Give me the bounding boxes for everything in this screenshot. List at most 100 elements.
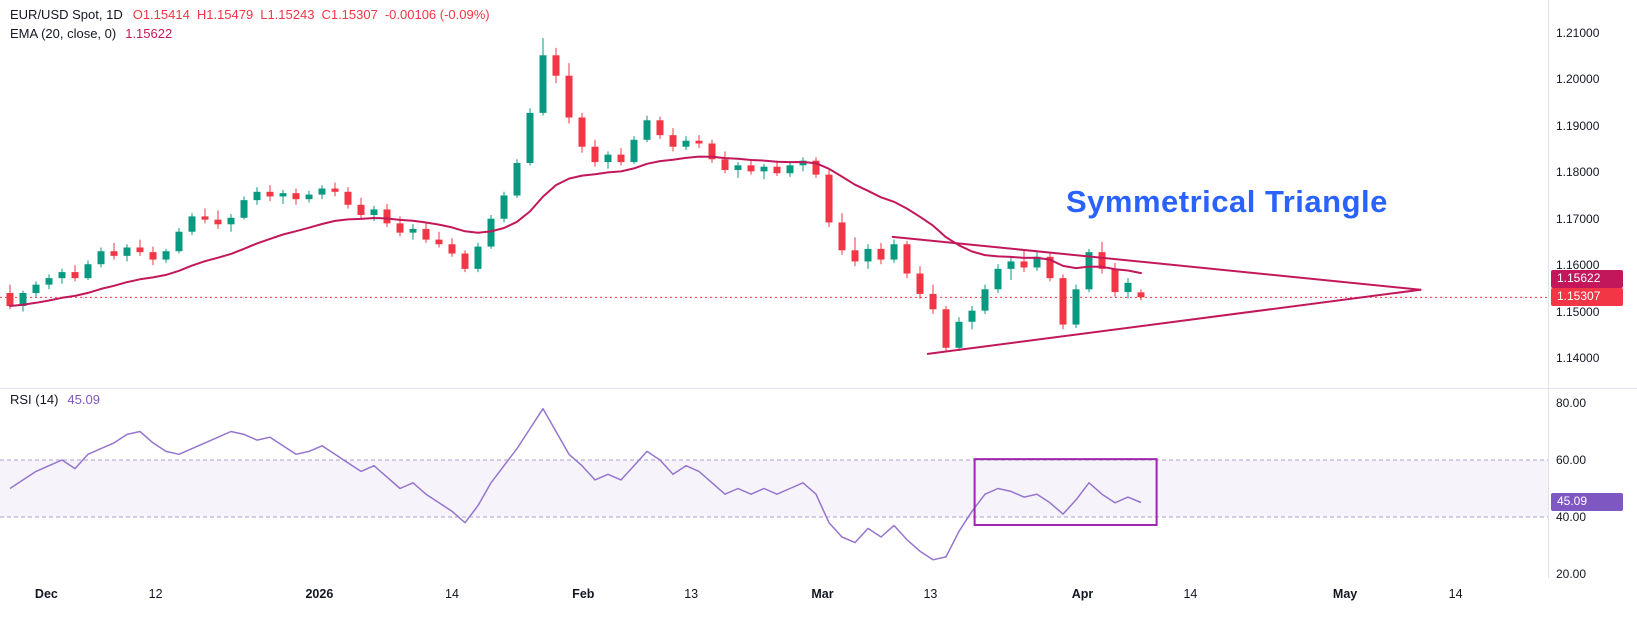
candlestick-series[interactable] xyxy=(6,38,1145,353)
candle-body xyxy=(1046,256,1054,279)
candle-body xyxy=(591,146,599,163)
candle-body xyxy=(396,223,404,233)
candle-body xyxy=(994,268,1002,290)
candle-body xyxy=(305,194,313,200)
rsi-highlight-box[interactable] xyxy=(973,458,1158,526)
candle-body xyxy=(1137,292,1145,298)
symbol-title: EUR/USD Spot, 1D xyxy=(10,7,123,22)
candle-body xyxy=(383,209,391,224)
triangle-upper-line[interactable] xyxy=(891,235,1422,291)
time-tick-label: 13 xyxy=(923,587,938,601)
rsi-value-badge: 45.09 xyxy=(1551,493,1623,512)
time-tick-label: 12 xyxy=(148,587,163,601)
candle-body xyxy=(149,252,157,260)
axis-tick-label: 1.16000 xyxy=(1556,258,1600,272)
axis-tick-label: 60.00 xyxy=(1556,453,1587,467)
candle-body xyxy=(760,166,768,172)
candle-body xyxy=(279,193,287,197)
time-axis[interactable]: Dec 12 2026 14 Feb 13 Mar 13 Apr 14 May 14 xyxy=(0,578,1637,641)
axis-tick-label: 1.17000 xyxy=(1556,212,1600,226)
axis-tick-label: 1.14000 xyxy=(1556,351,1600,365)
time-tick-label: 2026 xyxy=(305,587,334,601)
candle-body xyxy=(71,272,79,279)
candle-body xyxy=(136,247,144,253)
candle-body xyxy=(370,209,378,215)
candle-body xyxy=(266,191,274,197)
candle-body xyxy=(513,163,521,196)
candle-body xyxy=(955,321,963,348)
candle-body xyxy=(656,120,664,136)
candle-body xyxy=(734,165,742,170)
time-tick-label: May xyxy=(1332,587,1358,601)
time-tick-label: Feb xyxy=(572,587,595,601)
time-tick-label: 14 xyxy=(1183,587,1198,601)
candle-body xyxy=(422,228,430,240)
candle-body xyxy=(1020,261,1028,268)
candle-body xyxy=(669,135,677,147)
candle-body xyxy=(617,154,625,163)
axis-tick-label: 1.20000 xyxy=(1556,72,1600,86)
candle-body xyxy=(825,174,833,223)
candle-body xyxy=(604,154,612,163)
candle-body xyxy=(838,222,846,251)
candle-body xyxy=(318,188,326,195)
candle-body xyxy=(409,228,417,233)
candle-body xyxy=(84,264,92,279)
candle-body xyxy=(292,193,300,200)
candle-body xyxy=(461,253,469,269)
time-tick-label: 13 xyxy=(684,587,699,601)
candle-body xyxy=(58,272,66,279)
candle-body xyxy=(916,273,924,294)
rsi-indicator-value: 45.09 xyxy=(67,392,100,407)
time-tick-label: Dec xyxy=(34,587,58,601)
time-tick-label: Apr xyxy=(1071,587,1094,601)
candle-body xyxy=(487,218,495,247)
candle-body xyxy=(253,191,261,201)
candle-body xyxy=(97,251,105,265)
axis-tick-label: 1.18000 xyxy=(1556,165,1600,179)
time-tick-label: 14 xyxy=(1448,587,1463,601)
candle-body xyxy=(1111,268,1119,293)
candle-body xyxy=(747,165,755,172)
candle-body xyxy=(448,244,456,254)
candle-body xyxy=(240,200,248,218)
candle-body xyxy=(643,120,651,140)
candle-body xyxy=(227,217,235,225)
symmetrical-triangle-annotation[interactable]: Symmetrical Triangle xyxy=(1066,184,1388,219)
candle-body xyxy=(786,165,794,174)
rsi-band xyxy=(0,460,1548,517)
candle-body xyxy=(773,166,781,174)
ema-indicator-value: 1.15622 xyxy=(125,26,173,41)
candle-body xyxy=(188,216,196,232)
axis-tick-label: 1.21000 xyxy=(1556,26,1600,40)
candle-body xyxy=(474,246,482,269)
candle-body xyxy=(552,55,560,76)
axis-tick-label: 40.00 xyxy=(1556,510,1587,524)
axis-tick-label: 1.19000 xyxy=(1556,119,1600,133)
candle-body xyxy=(708,143,716,160)
ema-line xyxy=(9,155,1142,307)
axis-tick-label: 1.15000 xyxy=(1556,305,1600,319)
candle-body xyxy=(1007,261,1015,269)
candle-body xyxy=(877,248,885,260)
candle-body xyxy=(45,278,53,285)
triangle-lower-line[interactable] xyxy=(926,288,1422,355)
ema-price-badge: 1.15622 xyxy=(1551,270,1623,289)
candle-body xyxy=(1072,289,1080,325)
candle-body xyxy=(1059,278,1067,325)
candle-body xyxy=(6,293,14,306)
candle-body xyxy=(812,160,820,175)
candle-body xyxy=(1033,256,1041,268)
candle-body xyxy=(695,140,703,144)
candle-body xyxy=(968,310,976,322)
candle-body xyxy=(565,75,573,118)
candle-body xyxy=(1098,252,1106,269)
candle-body xyxy=(721,159,729,170)
candle-body xyxy=(539,55,547,113)
candle-body xyxy=(526,112,534,163)
ema-legend[interactable]: EMA (20, close, 0) 1.15622 xyxy=(10,26,172,41)
main-legend[interactable]: EUR/USD Spot, 1D O1.15414 H1.15479 L1.15243… xyxy=(10,7,497,22)
rsi-legend[interactable]: RSI (14) 45.09 xyxy=(10,392,100,407)
